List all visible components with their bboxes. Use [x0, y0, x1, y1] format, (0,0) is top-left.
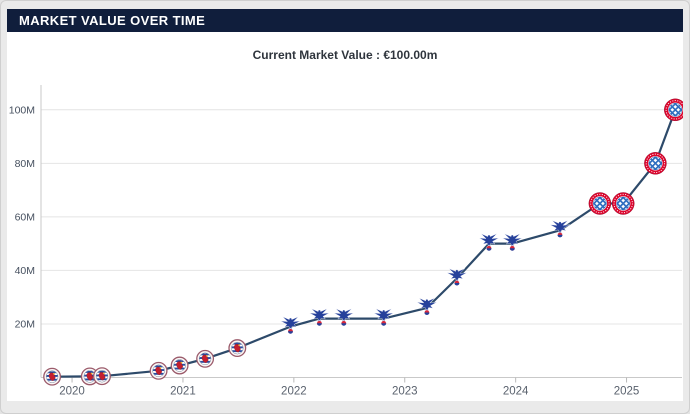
market-value-chart: 20M 40M 60M 80M 100M 2020 2021 2022 2023 2024 2025	[9, 85, 683, 398]
bayern-marker	[612, 193, 634, 215]
palace-marker	[309, 308, 330, 327]
bayern-marker	[644, 152, 666, 174]
palace-marker	[478, 233, 500, 252]
y-tick-label: 100M	[9, 104, 35, 116]
y-tick-label: 60M	[15, 211, 35, 223]
reading-marker	[150, 363, 167, 380]
y-tick-label: 20M	[15, 318, 35, 330]
x-tick-label: 2020	[59, 386, 85, 398]
current-market-value-label: Current Market Value : €100.00m	[252, 48, 438, 62]
reading-marker	[94, 368, 111, 385]
x-tick-label: 2022	[281, 386, 307, 398]
x-tick-label: 2021	[170, 386, 196, 398]
bayern-marker	[589, 193, 611, 215]
x-tick-label: 2023	[392, 386, 418, 398]
x-tick-label: 2025	[614, 386, 640, 398]
current-value-row: Current Market Value : €100.00m	[7, 32, 683, 71]
market-value-card: MARKET VALUE OVER TIME Current Market Va…	[7, 9, 683, 401]
x-tick-label: 2024	[503, 386, 529, 398]
y-tick-label: 80M	[15, 158, 35, 170]
y-tick-label: 40M	[15, 265, 35, 277]
reading-marker	[171, 357, 188, 374]
panel-title: MARKET VALUE OVER TIME	[19, 13, 206, 28]
reading-marker	[229, 340, 246, 357]
palace-marker	[549, 220, 571, 238]
market-value-line	[50, 108, 677, 378]
bayern-marker	[664, 99, 683, 121]
reading-marker	[197, 351, 214, 368]
reading-marker	[44, 368, 61, 385]
palace-marker	[333, 308, 355, 327]
panel-header: MARKET VALUE OVER TIME	[7, 9, 683, 32]
